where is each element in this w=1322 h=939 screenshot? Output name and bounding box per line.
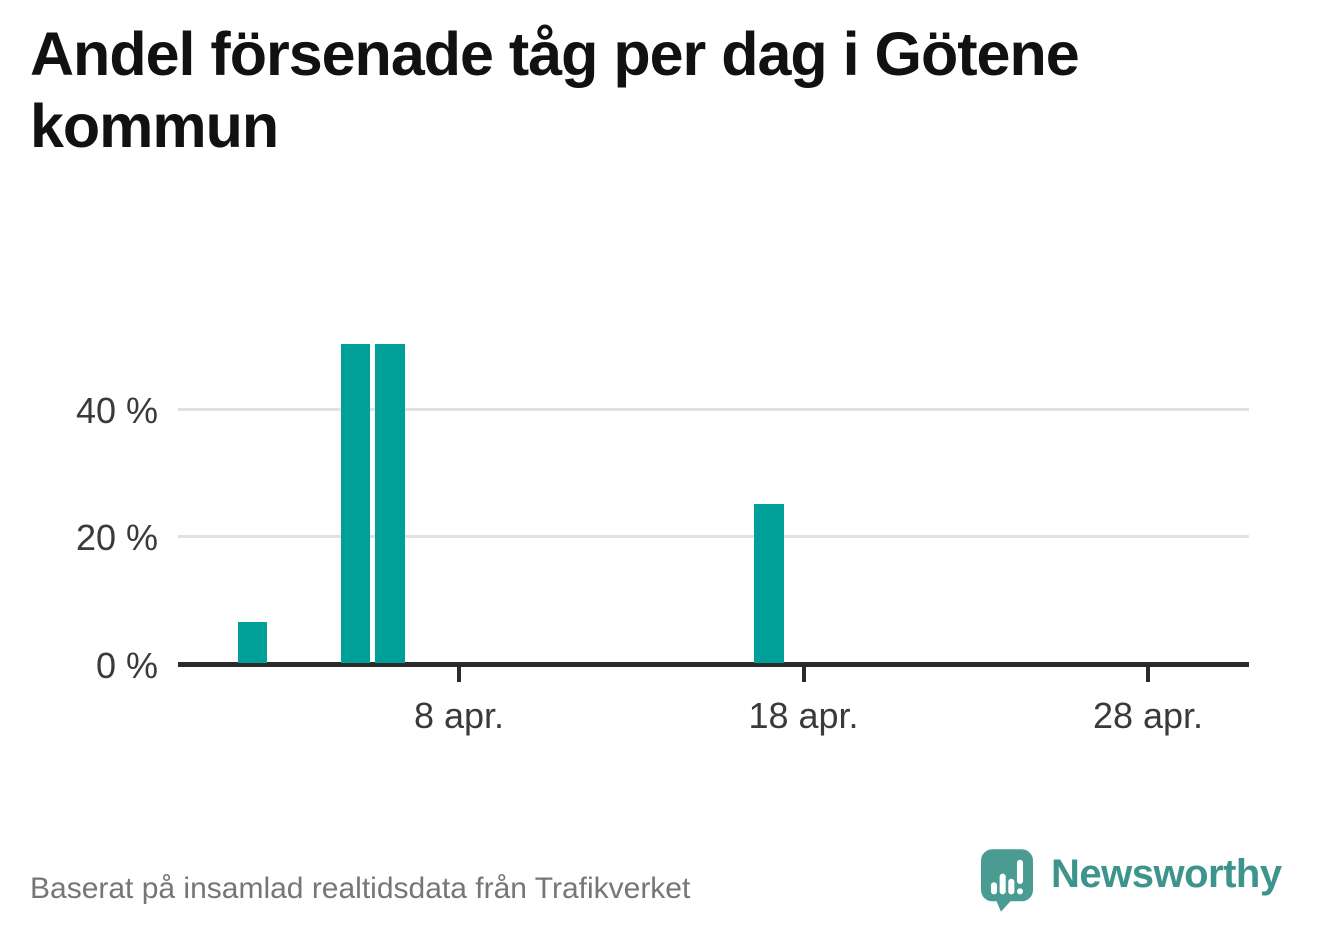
y-axis-tick-label: 20 % bbox=[75, 517, 158, 558]
bar bbox=[340, 344, 371, 663]
chart-title: Andel försenade tåg per dag i Götene kom… bbox=[30, 20, 1080, 160]
x-axis-tick-label: 18 apr. bbox=[748, 695, 859, 736]
bar bbox=[375, 344, 405, 663]
newsworthy-wordmark: Newsworthy bbox=[1051, 852, 1282, 896]
bar bbox=[754, 503, 784, 663]
newsworthy-brand: Newsworthy bbox=[981, 849, 1282, 912]
x-axis-tick-label: 8 apr. bbox=[413, 695, 505, 736]
x-axis-line bbox=[178, 662, 1249, 667]
source-note: Baserat på insamlad realtidsdata från Tr… bbox=[30, 872, 691, 905]
x-axis-tick-label: 28 apr. bbox=[1092, 695, 1204, 736]
x-axis-tick bbox=[801, 665, 806, 682]
y-gridline bbox=[178, 407, 1249, 411]
y-axis-tick-label: 40 % bbox=[75, 389, 158, 431]
x-axis-tick bbox=[457, 665, 461, 682]
bar bbox=[237, 621, 268, 663]
newsworthy-logo-icon bbox=[981, 849, 1033, 912]
y-axis-tick-label: 0 % bbox=[95, 644, 158, 686]
y-gridline bbox=[178, 535, 1249, 538]
x-axis-tick bbox=[1146, 665, 1150, 682]
